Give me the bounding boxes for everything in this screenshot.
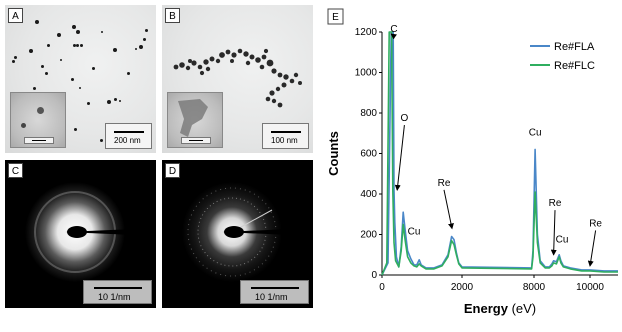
nanoparticle [59,59,62,62]
peak-annotation: Cu [408,227,421,238]
nanoparticle [73,128,77,132]
panel-d-saed: D 10 1/nm [162,160,313,308]
x-tick-label: 8000 [523,282,546,293]
nanoparticle [71,78,75,82]
panel-a-inset-scalebox [24,137,54,144]
aggregate-cluster [173,48,302,108]
nanoparticle [138,44,143,49]
peak-annotation: Cu [556,235,569,246]
diffraction-pattern [25,182,156,282]
y-tick-label: 400 [360,189,377,200]
panel-b-scalebox: 100 nm [262,123,309,149]
y-axis-label: Counts [326,131,341,176]
nanoparticle [75,44,79,48]
eds-spectrum-svg: E 0 200 400 600 800 1000 1200 0 2000 8000 10000 Cou… [326,8,618,316]
x-axis-label: Energy (eV) [464,301,536,316]
nanoparticle [71,24,76,29]
y-tick-label: 1000 [355,68,378,79]
nanoparticle [86,101,90,105]
nanoparticle [78,87,81,90]
peak-annotation: Re [549,198,562,209]
panel-a-tem: A 200 nm [5,5,156,153]
panel-c-scale-text: 10 1/nm [98,292,131,302]
diffraction-pattern [182,182,313,282]
nanoparticle [126,72,130,76]
nanoparticle [56,33,61,38]
nanoparticle [101,30,104,33]
x-tick-label: 0 [379,282,385,293]
peak-arrow [550,210,557,256]
x-tick-label: 10000 [576,282,604,293]
peak-annotation: Cu [529,127,542,138]
panel-b-tem: B 100 nm [162,5,313,153]
x-axis-label-name: Energy [464,301,509,316]
peak-annotation: Re [438,178,451,189]
nanoparticle [11,60,15,64]
panel-d-scale-text: 10 1/nm [255,292,288,302]
peak-arrow [587,230,597,267]
nanoparticle [134,47,137,50]
nanoparticle [107,100,112,105]
peak-annotation: O [401,113,409,124]
panel-b-inset [167,92,223,148]
peak-arrow [394,125,405,191]
panel-e-label: E [332,12,339,23]
nanoparticle [32,86,36,90]
inset-flake [178,99,208,137]
nanoparticle [35,19,40,24]
panel-a-scalebar [114,131,144,133]
peak-arrow [443,189,454,230]
nanoparticle [29,48,34,53]
panel-a-scalebox: 200 nm [105,123,152,149]
nanoparticle [100,139,104,143]
nanoparticle [79,44,83,48]
inset-particle [37,107,44,114]
panel-b-scale-text: 100 nm [271,136,298,145]
y-tick-label: 200 [360,230,377,241]
nanoparticle [14,55,18,59]
panel-b-inset-scalebar [189,140,203,141]
nanoparticle [112,48,117,53]
nanoparticle [40,64,44,68]
panel-d-scalebox: 10 1/nm [240,280,309,304]
panel-c-scalebar [94,287,142,289]
series-line-reflc [381,31,618,276]
legend-label: Re#FLA [554,41,595,53]
inset-particle [21,123,26,128]
panel-b-scalebar [271,131,301,133]
panel-c-saed: C 10 1/nm [5,160,156,308]
nanoparticle [114,97,118,101]
panel-d-scalebar [251,287,299,289]
x-axis-label-unit: (eV) [508,301,536,316]
panel-d-label: D [165,163,180,178]
y-tick-label: 0 [371,270,377,281]
peak-annotation: C [390,24,397,35]
panel-c-scalebox: 10 1/nm [83,280,152,304]
peak-arrow [390,33,398,40]
panel-a-label: A [8,8,23,23]
panel-a-inset-scalebar [32,140,46,141]
nanoparticle [47,44,51,48]
panel-e-label-box [327,8,344,25]
y-tick-label: 600 [360,149,377,160]
nanoparticle [92,67,96,71]
y-tick-label: 800 [360,108,377,119]
panel-a-inset [10,92,66,148]
panel-a-scale-text: 200 nm [114,136,141,145]
peak-annotation: Re [589,218,602,229]
panel-c-label: C [8,163,23,178]
nanoparticle [75,29,80,34]
x-tick-label: 2000 [451,282,474,293]
panel-b-label: B [165,8,180,23]
nanoparticle [118,99,121,102]
nanoparticle [144,28,148,32]
nanoparticle [142,37,146,41]
nanoparticle [72,43,76,47]
legend-label: Re#FLC [554,60,595,72]
y-tick-label: 1200 [355,27,378,38]
panel-e-eds-chart: E 0 200 400 600 800 1000 1200 0 2000 8000 10000 Cou… [318,0,622,327]
panel-b-inset-scalebox [181,137,211,144]
nanoparticle [44,71,48,75]
